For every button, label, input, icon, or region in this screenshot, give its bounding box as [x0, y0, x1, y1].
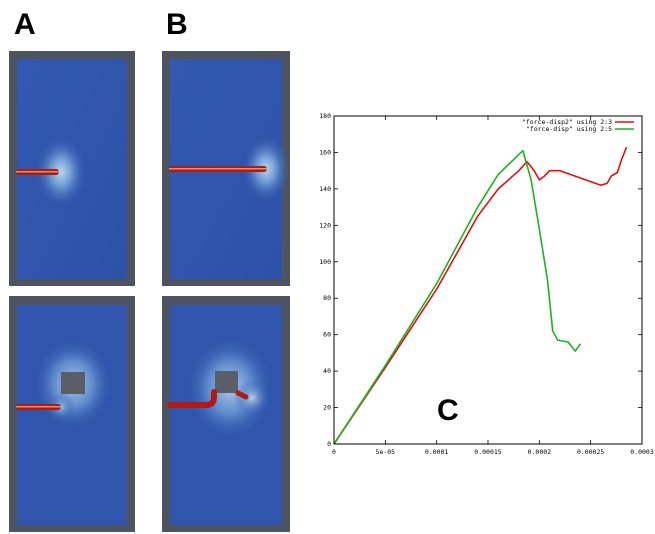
crack — [167, 389, 217, 408]
x-tick-label: 5e-05 — [376, 448, 396, 456]
simulation-b-top — [162, 51, 290, 286]
y-tick-label: 140 — [319, 185, 331, 193]
y-tick-label: 60 — [323, 331, 331, 339]
force-displacement-chart: 0 20 40 60 80 100 120 140 160 180 0 5e-05 0.0001 0.0… — [319, 112, 654, 456]
y-tick-label: 180 — [319, 112, 331, 120]
stress-concentration — [35, 136, 87, 208]
panel-label-a: A — [14, 8, 36, 41]
plot-frame — [333, 115, 643, 445]
x-tick-label: 0.0001 — [425, 448, 449, 456]
y-tick-label: 100 — [319, 258, 331, 266]
simulation-a-bottom — [9, 296, 135, 532]
x-tick-label: 0.0003 — [630, 448, 654, 456]
series-line-1 — [333, 146, 628, 445]
crack-branch — [235, 390, 249, 400]
simulation-a-top — [9, 51, 135, 286]
panel-label-b: B — [166, 8, 188, 41]
x-tick-label: 0.0002 — [528, 448, 552, 456]
y-tick-label: 0 — [327, 440, 331, 448]
series-line-2 — [333, 149, 582, 445]
y-axis: 0 20 40 60 80 100 120 140 160 180 — [319, 112, 642, 448]
inclusion — [61, 372, 85, 394]
legend-label-1: "force-disp2" using 2:3 — [522, 118, 612, 126]
y-tick-label: 120 — [319, 221, 331, 229]
x-tick-label: 0 — [332, 448, 336, 456]
x-axis: 0 5e-05 0.0001 0.00015 0.0002 0.00025 0.0003 — [332, 116, 654, 456]
x-tick-label: 0.00015 — [474, 448, 501, 456]
series-group — [333, 146, 628, 445]
legend-label-2: "force-disp" using 2:5 — [526, 125, 612, 133]
simulation-b-bottom — [162, 296, 290, 532]
inclusion — [215, 371, 238, 393]
y-tick-label: 20 — [323, 404, 331, 412]
panel-label-c: C — [437, 394, 459, 427]
y-tick-label: 80 — [323, 294, 331, 302]
y-tick-label: 160 — [319, 148, 331, 156]
x-tick-label: 0.00025 — [577, 448, 604, 456]
legend: "force-disp2" using 2:3"force-disp" usin… — [522, 118, 634, 133]
y-tick-label: 40 — [323, 367, 331, 375]
